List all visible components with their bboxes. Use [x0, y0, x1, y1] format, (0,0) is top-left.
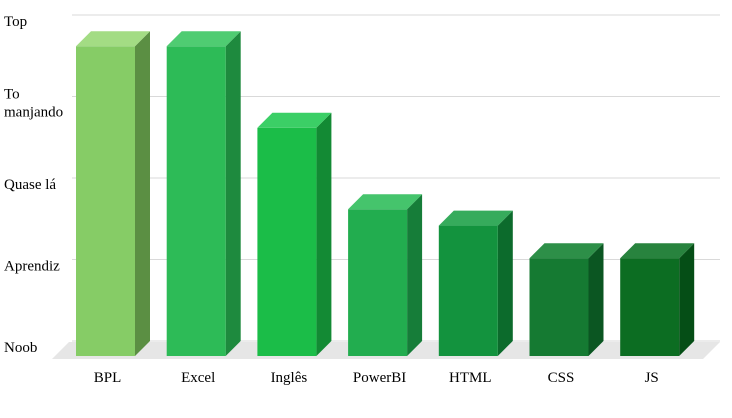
- bar-front-5: [529, 258, 589, 356]
- bar-top-6: [620, 243, 695, 259]
- y-tick-label: Aprendiz: [4, 259, 60, 275]
- bar-side-4: [497, 210, 513, 356]
- bar-html: [438, 210, 513, 356]
- bar-side-6: [679, 243, 695, 356]
- bar-top-1: [166, 31, 241, 47]
- bar-front-0: [76, 46, 135, 357]
- x-tick-label: PowerBI: [353, 370, 406, 386]
- x-tick-label: Excel: [181, 370, 215, 386]
- bar-front-6: [620, 258, 680, 356]
- bar-js: [620, 243, 695, 356]
- bar-side-2: [316, 112, 332, 356]
- bar-top-5: [529, 243, 604, 259]
- bar-top-0: [76, 31, 150, 47]
- bar-top-3: [348, 194, 423, 210]
- x-tick-label: CSS: [548, 370, 575, 386]
- y-axis-tick-labels: Noob Aprendiz Quase lá To manjando Top: [4, 14, 63, 356]
- x-tick-label: Inglês: [271, 370, 308, 386]
- x-tick-label: BPL: [94, 370, 122, 386]
- bar-bpl: [76, 31, 150, 357]
- x-tick-label: JS: [645, 370, 659, 386]
- x-axis-tick-labels: BPL Excel Inglês PowerBI HTML CSS JS: [94, 370, 659, 386]
- bar-side-5: [588, 243, 604, 356]
- bar-top-2: [257, 112, 332, 128]
- bar-front-2: [257, 127, 317, 356]
- y-tick-label: Noob: [4, 340, 37, 356]
- bar-front-4: [438, 225, 498, 356]
- bar-front-3: [348, 209, 408, 356]
- bar-inglês: [257, 112, 332, 356]
- bar-side-0: [135, 31, 150, 357]
- bars-layer: [76, 31, 695, 357]
- bar-excel: [166, 31, 241, 357]
- y-tick-label: Quase lá: [4, 177, 56, 193]
- y-tick-label: Top: [4, 14, 27, 30]
- bar-front-1: [166, 46, 226, 357]
- bar-powerbi: [348, 194, 423, 356]
- bar-css: [529, 243, 604, 356]
- bar-side-3: [407, 194, 423, 356]
- x-tick-label: HTML: [449, 370, 492, 386]
- y-tick-label: To manjando: [4, 87, 63, 121]
- bar-side-1: [225, 31, 241, 357]
- bar-top-4: [438, 210, 513, 226]
